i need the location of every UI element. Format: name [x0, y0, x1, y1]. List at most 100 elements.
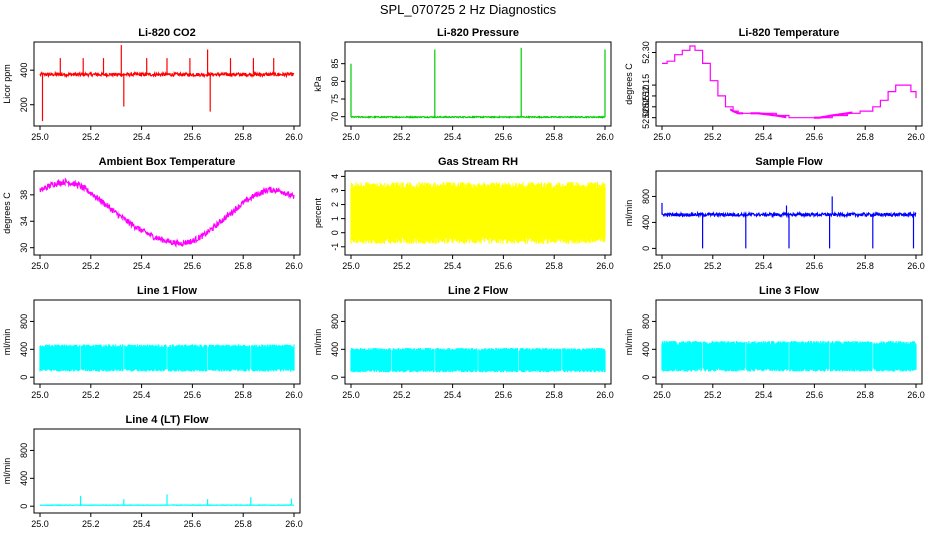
data-series	[40, 494, 295, 507]
plot-frame	[33, 299, 301, 385]
x-tick-label: 25.0	[653, 261, 671, 271]
x-tick-label: 25.4	[133, 132, 151, 142]
x-tick-label: 25.6	[495, 390, 513, 400]
y-tick-label: 85	[330, 59, 340, 69]
y-tick-label: 52.15	[641, 74, 651, 97]
plot-frame	[655, 41, 923, 127]
chart-title: Line 2 Flow	[448, 285, 508, 297]
plot-frame	[33, 170, 301, 256]
x-tick-label: 25.4	[444, 390, 462, 400]
chart-title: Sample Flow	[755, 156, 823, 168]
x-tick-label: 25.2	[704, 132, 722, 142]
x-tick-label: 26.0	[907, 390, 925, 400]
x-tick-label: 25.6	[184, 261, 202, 271]
data-series	[661, 196, 917, 249]
data-series	[350, 347, 606, 373]
y-tick-label: 400	[330, 342, 340, 357]
data-series	[350, 182, 606, 244]
chart-panel-6: Line 1 Flow ml/min 25.0 25.2 25.4 25.6 25.8 26.…	[2, 285, 303, 400]
plot-frame	[655, 299, 923, 385]
chart-panel-2: Li-820 Temperature degrees C 25.0 25.2 25.4 2…	[624, 27, 925, 142]
y-tick-label: 70	[330, 112, 340, 122]
x-tick-label: 26.0	[285, 390, 303, 400]
y-tick-label: 800	[641, 314, 651, 329]
x-tick-label: 25.4	[133, 390, 151, 400]
chart-panel-1: Li-820 Pressure kPa 25.0 25.2 25.4 25.6 25.8 26…	[313, 27, 614, 142]
x-tick-label: 25.4	[444, 132, 462, 142]
plot-frame	[33, 41, 301, 127]
x-tick-label: 25.0	[31, 390, 49, 400]
y-tick-label: 52.05	[641, 96, 651, 119]
y-axis-label: ml/min	[624, 200, 634, 227]
y-tick-label: 52.30	[641, 41, 651, 64]
x-tick-label: 25.6	[806, 132, 824, 142]
y-tick-label: 3	[330, 188, 340, 193]
y-axis-label: degrees C	[2, 192, 12, 234]
series-line	[39, 177, 295, 248]
y-axis-label: percent	[313, 197, 323, 228]
x-tick-label: 25.4	[133, 519, 151, 529]
series-dither	[730, 108, 744, 115]
y-tick-label: 0	[330, 375, 340, 380]
series-line	[350, 115, 606, 119]
x-tick-label: 25.6	[184, 519, 202, 529]
x-tick-label: 25.4	[755, 261, 773, 271]
x-tick-label: 26.0	[285, 261, 303, 271]
x-tick-label: 25.4	[755, 390, 773, 400]
x-tick-label: 25.0	[31, 261, 49, 271]
y-axis-label: ml/min	[2, 329, 12, 356]
y-axis-label: ml/min	[2, 458, 12, 485]
y-tick-label: 0	[19, 375, 29, 380]
y-tick-label: 400	[19, 471, 29, 486]
x-tick-label: 25.8	[234, 132, 252, 142]
x-tick-label: 26.0	[596, 261, 614, 271]
x-tick-label: 25.2	[704, 390, 722, 400]
page-title: SPL_070725 2 Hz Diagnostics	[379, 2, 557, 17]
x-tick-label: 26.0	[285, 132, 303, 142]
x-tick-label: 25.8	[856, 390, 874, 400]
plot-frame	[344, 41, 612, 127]
y-tick-label: -1	[330, 243, 340, 251]
plot-frame	[655, 170, 923, 256]
y-tick-label: 34	[19, 216, 29, 226]
x-tick-label: 26.0	[907, 132, 925, 142]
x-tick-label: 25.8	[234, 390, 252, 400]
y-tick-label: 400	[19, 63, 29, 78]
x-tick-label: 25.2	[393, 390, 411, 400]
y-tick-label: 1	[330, 216, 340, 221]
x-tick-label: 26.0	[285, 519, 303, 529]
y-tick-label: 200	[19, 97, 29, 112]
y-tick-label: 800	[19, 314, 29, 329]
series-band	[39, 344, 295, 372]
chart-title: Ambient Box Temperature	[99, 156, 236, 168]
chart-panel-0: Li-820 CO2 Licor ppm 25.0 25.2 25.4 25.6 25.8 2…	[2, 27, 303, 142]
x-tick-label: 25.6	[184, 132, 202, 142]
x-tick-label: 25.6	[806, 390, 824, 400]
x-tick-label: 25.8	[856, 261, 874, 271]
x-tick-label: 25.0	[342, 132, 360, 142]
x-tick-label: 25.2	[82, 132, 100, 142]
series-band	[350, 182, 606, 244]
x-tick-label: 25.0	[653, 132, 671, 142]
chart-title: Li-820 Pressure	[437, 27, 519, 39]
y-axis-label: ml/min	[313, 329, 323, 356]
x-tick-label: 25.2	[82, 519, 100, 529]
y-tick-label: 0	[641, 375, 651, 380]
x-tick-label: 25.0	[342, 261, 360, 271]
y-tick-label: 30	[19, 243, 29, 253]
x-tick-label: 25.2	[704, 261, 722, 271]
x-tick-label: 25.8	[234, 519, 252, 529]
chart-title: Gas Stream RH	[438, 156, 518, 168]
y-tick-label: 400	[641, 342, 651, 357]
plot-frame	[33, 428, 301, 514]
chart-panel-7: Line 2 Flow ml/min 25.0 25.2 25.4 25.6 25.8 26.…	[313, 285, 614, 400]
x-tick-label: 25.0	[31, 519, 49, 529]
series-dither	[750, 112, 787, 119]
y-tick-label: 0	[330, 230, 340, 235]
x-tick-label: 25.8	[545, 132, 563, 142]
x-tick-label: 25.0	[342, 390, 360, 400]
y-tick-label: 800	[330, 314, 340, 329]
chart-panel-5: Sample Flow ml/min 25.0 25.2 25.4 25.6 25.8 26.…	[624, 156, 925, 271]
x-tick-label: 25.8	[856, 132, 874, 142]
